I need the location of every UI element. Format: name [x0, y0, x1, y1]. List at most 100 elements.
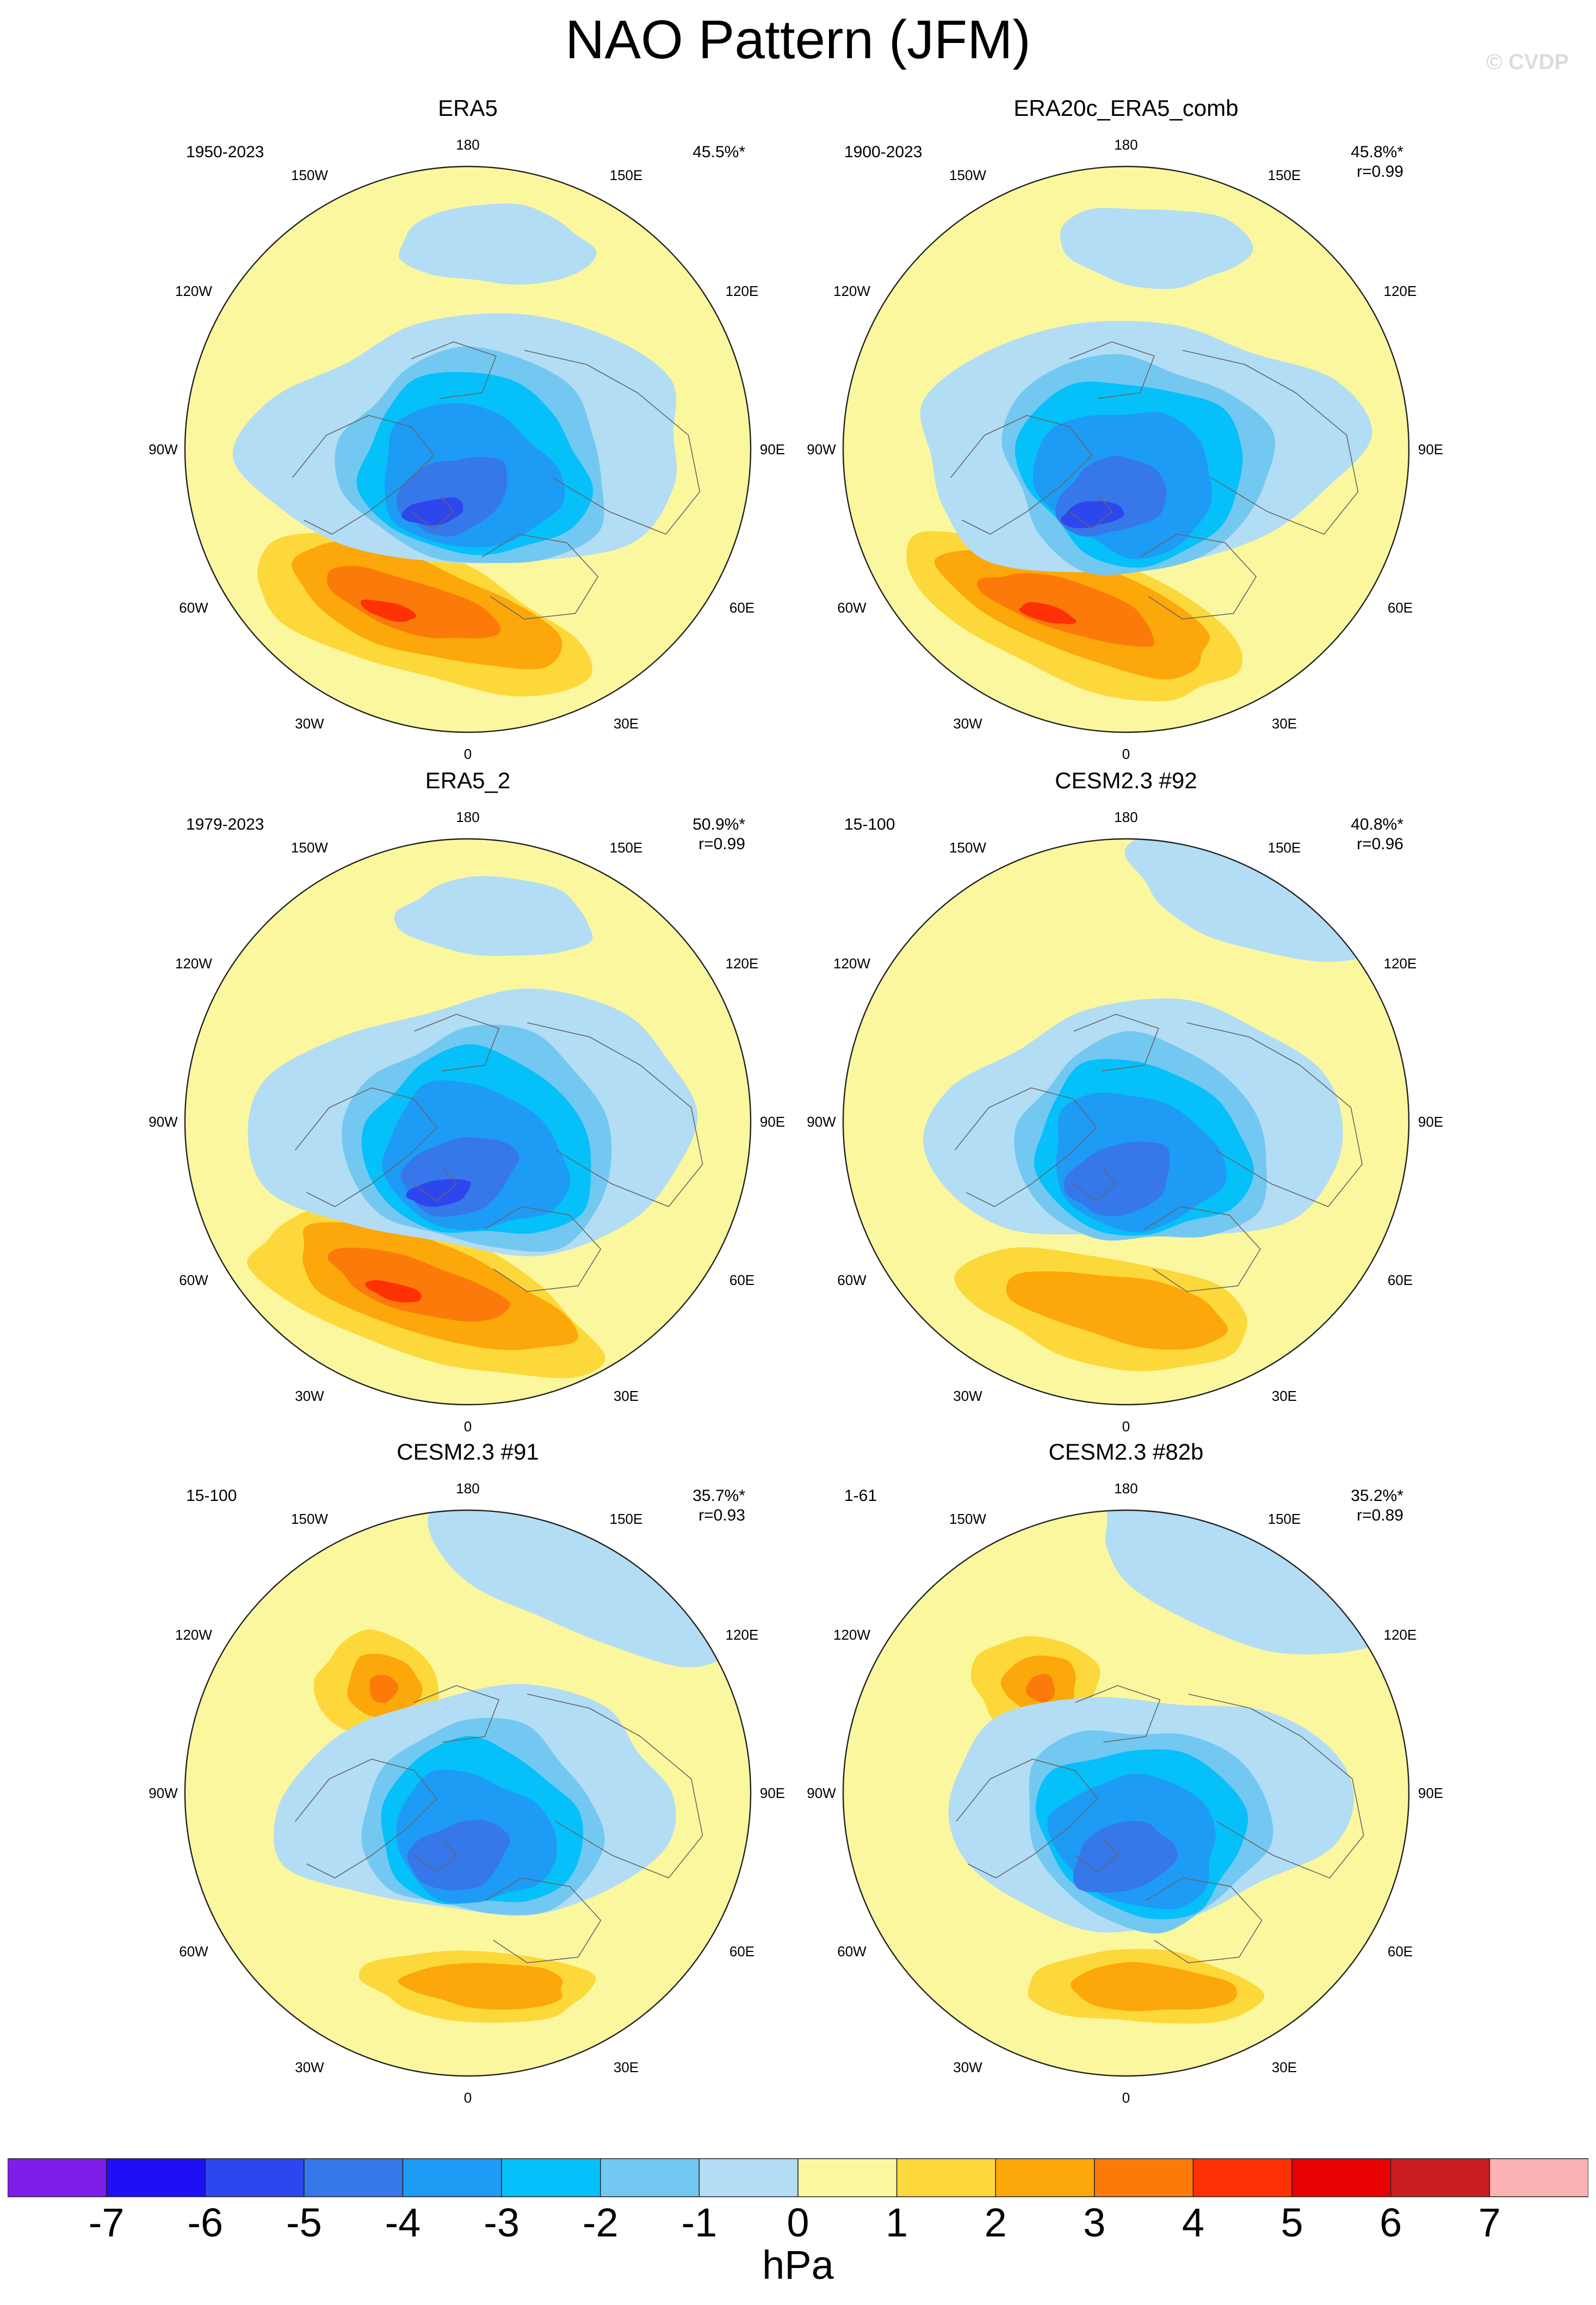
contour-level	[369, 1674, 399, 1703]
pattern-correlation: r=0.99	[1357, 163, 1403, 181]
longitude-label: 120E	[725, 283, 759, 299]
longitude-label: 180	[1114, 137, 1138, 153]
colorbar-tick-label: 2	[984, 2200, 1007, 2245]
longitude-label: 150W	[949, 1510, 986, 1527]
longitude-label: 60W	[179, 600, 208, 616]
contour-level	[1026, 1673, 1055, 1703]
longitude-label: 60W	[837, 1943, 867, 1960]
longitude-label: 150E	[1267, 1510, 1301, 1527]
colorbar-swatch	[600, 2158, 700, 2197]
longitude-label: 60E	[729, 600, 755, 616]
longitude-label: 120W	[833, 283, 870, 299]
colorbar-swatch	[205, 2158, 305, 2197]
longitude-label: 150W	[949, 839, 986, 856]
colorbar-swatch	[304, 2158, 404, 2197]
longitude-label: 150W	[949, 166, 986, 183]
map-border	[184, 165, 752, 733]
contour-level	[1073, 1821, 1178, 1893]
longitude-label: 120W	[833, 1627, 870, 1643]
contour-level	[1124, 839, 1390, 962]
longitude-label: 180	[1114, 1480, 1138, 1497]
colorbar-tick-label: -4	[385, 2200, 421, 2245]
colorbar-swatch	[1094, 2158, 1194, 2197]
contour-level	[1063, 1141, 1170, 1216]
polar-map	[184, 1509, 752, 2077]
longitude-label: 180	[456, 137, 480, 153]
longitude-label: 0	[463, 2090, 472, 2106]
longitude-label: 30E	[1271, 715, 1297, 732]
longitude-label: 150E	[609, 1510, 643, 1527]
longitude-label: 30W	[953, 1388, 982, 1405]
colorbar-swatch	[106, 2158, 206, 2197]
longitude-label: 120W	[175, 955, 212, 972]
panel-title: CESM2.3 #91	[397, 1439, 539, 1464]
coastlines	[954, 1014, 1363, 1292]
longitude-label: 60E	[729, 1943, 755, 1960]
cvdp-watermark: © CVDP	[1486, 50, 1569, 74]
longitude-label: 150W	[291, 1510, 328, 1527]
coastlines	[956, 1685, 1364, 1963]
polar-map	[184, 838, 752, 1406]
panel-stats: 50.9%* r=0.99	[566, 815, 745, 854]
longitude-label: 30E	[1271, 2059, 1297, 2076]
contour-level	[407, 1820, 510, 1890]
explained-variance: 35.2%*	[1351, 1487, 1403, 1505]
panel-title: ERA5	[438, 95, 498, 121]
longitude-label: 90E	[759, 1785, 785, 1801]
colorbar-tick-label: 0	[787, 2200, 809, 2245]
longitude-label: 0	[463, 1418, 472, 1435]
panel-period: 1-61	[844, 1487, 877, 1505]
pattern-correlation: r=0.96	[1357, 835, 1403, 853]
contour-level	[327, 566, 501, 639]
coastlines	[292, 341, 701, 620]
longitude-label: 120E	[1383, 283, 1417, 299]
longitude-label: 150E	[609, 839, 643, 856]
longitude-label: 90W	[807, 441, 836, 458]
longitude-label: 120W	[175, 283, 212, 299]
colorbar-tick-label: 3	[1083, 2200, 1106, 2245]
colorbar-swatch	[1489, 2158, 1588, 2197]
panel-stats: 35.7%* r=0.93	[566, 1486, 745, 1525]
contour-level	[1060, 208, 1253, 289]
longitude-label: 0	[1122, 2090, 1130, 2106]
colorbar-swatch	[1192, 2158, 1292, 2197]
longitude-label: 90W	[149, 441, 178, 458]
colorbar-units: hPa	[762, 2242, 834, 2288]
explained-variance: 50.9%*	[692, 815, 745, 833]
contour-level	[1071, 1962, 1238, 2011]
coastlines	[295, 1685, 703, 1963]
longitude-label: 0	[463, 746, 472, 762]
coastlines	[950, 341, 1359, 620]
panel-period: 1900-2023	[844, 143, 923, 161]
longitude-label: 90E	[759, 441, 785, 458]
longitude-label: 30W	[953, 715, 982, 732]
polar-map	[184, 165, 752, 733]
panel-title: ERA5_2	[425, 768, 511, 793]
longitude-label: 0	[1122, 746, 1130, 762]
longitude-label: 30W	[295, 1388, 324, 1405]
panel-stats: 45.5%*	[566, 143, 745, 162]
panel-period: 15-100	[844, 815, 895, 833]
colorbar-tick-label: 6	[1380, 2200, 1402, 2245]
longitude-label: 90E	[1418, 441, 1444, 458]
longitude-label: 30E	[1271, 1388, 1297, 1405]
colorbar-tick-label: -7	[88, 2200, 125, 2245]
colorbar-swatch	[501, 2158, 601, 2197]
longitude-label: 90W	[149, 1114, 178, 1130]
longitude-label: 180	[1114, 809, 1138, 825]
longitude-label: 30W	[953, 2059, 982, 2076]
panel-period: 1979-2023	[186, 815, 264, 833]
panel-stats: 40.8%* r=0.96	[1224, 815, 1403, 854]
contour-level	[976, 573, 1155, 647]
map-border	[842, 1509, 1410, 2077]
longitude-label: 30E	[613, 1388, 639, 1405]
longitude-label: 120E	[725, 1627, 759, 1643]
colorbar-tick-label: -2	[582, 2200, 618, 2245]
map-border	[842, 838, 1410, 1406]
colorbar-tick-label: -1	[681, 2200, 717, 2245]
panel-title: CESM2.3 #92	[1055, 768, 1197, 793]
longitude-label: 60W	[179, 1943, 208, 1960]
colorbar-tick-label: 5	[1280, 2200, 1303, 2245]
contour-level	[364, 1280, 422, 1303]
explained-variance: 45.8%*	[1351, 143, 1403, 161]
